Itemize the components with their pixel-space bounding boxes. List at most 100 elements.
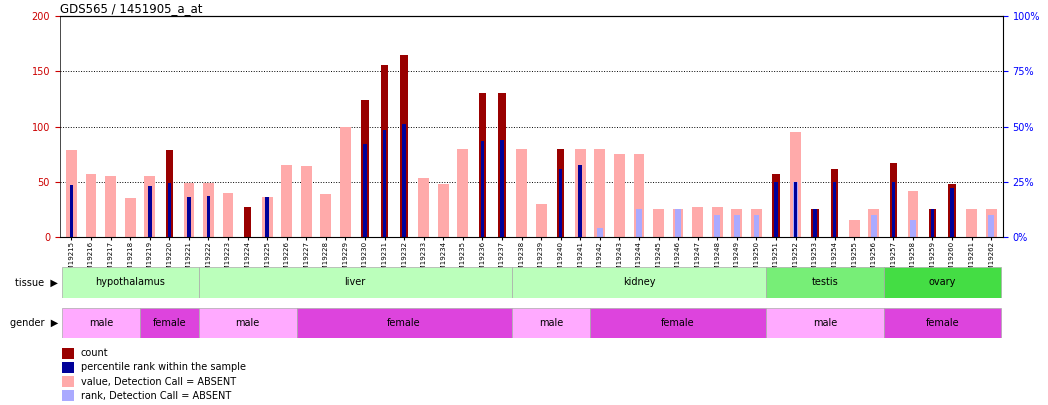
Bar xyxy=(105,176,116,237)
Text: female: female xyxy=(661,318,695,328)
Bar xyxy=(890,163,897,237)
Bar xyxy=(871,215,876,237)
Bar xyxy=(636,209,641,237)
Bar xyxy=(281,165,292,237)
Text: hypothalamus: hypothalamus xyxy=(95,277,166,288)
Bar xyxy=(418,179,429,237)
Bar xyxy=(479,94,486,237)
Bar xyxy=(511,308,590,338)
Bar xyxy=(792,182,799,237)
Bar xyxy=(614,154,625,237)
Text: ovary: ovary xyxy=(929,277,956,288)
Bar xyxy=(811,209,818,237)
Bar xyxy=(766,308,883,338)
Bar xyxy=(812,209,817,237)
Text: count: count xyxy=(81,348,109,358)
Bar xyxy=(910,220,916,237)
Bar xyxy=(168,183,171,237)
Bar xyxy=(715,215,720,237)
Bar xyxy=(458,149,468,237)
Bar xyxy=(86,174,96,237)
Bar xyxy=(594,149,605,237)
Bar xyxy=(869,209,879,237)
Text: percentile rank within the sample: percentile rank within the sample xyxy=(81,362,246,373)
Text: rank, Detection Call = ABSENT: rank, Detection Call = ABSENT xyxy=(81,390,232,401)
Bar xyxy=(849,220,859,237)
Bar xyxy=(590,308,766,338)
Bar xyxy=(62,390,73,401)
Bar xyxy=(693,207,703,237)
Bar xyxy=(70,185,73,237)
Bar xyxy=(340,126,351,237)
Bar xyxy=(262,197,272,237)
Bar xyxy=(383,130,387,237)
Bar xyxy=(188,197,191,237)
Bar xyxy=(321,194,331,237)
Bar xyxy=(575,149,586,237)
Bar xyxy=(908,191,918,237)
Bar xyxy=(986,209,997,237)
Text: female: female xyxy=(153,318,187,328)
Text: male: male xyxy=(539,318,563,328)
Bar xyxy=(536,204,546,237)
Bar xyxy=(203,183,214,237)
Bar xyxy=(222,193,234,237)
Bar xyxy=(481,141,484,237)
Bar xyxy=(62,348,73,358)
Bar xyxy=(653,209,664,237)
Bar xyxy=(766,267,883,298)
Bar xyxy=(301,166,311,237)
Text: male: male xyxy=(813,318,837,328)
Bar xyxy=(140,308,199,338)
Text: value, Detection Call = ABSENT: value, Detection Call = ABSENT xyxy=(81,377,236,386)
Bar xyxy=(988,215,994,237)
Bar xyxy=(166,150,173,237)
Bar xyxy=(148,186,152,237)
Bar xyxy=(556,149,565,237)
Bar xyxy=(772,174,780,237)
Bar xyxy=(199,267,511,298)
Bar xyxy=(62,308,140,338)
Bar xyxy=(634,154,645,237)
Text: female: female xyxy=(925,318,959,328)
Bar xyxy=(793,182,798,237)
Text: male: male xyxy=(89,318,113,328)
Bar xyxy=(673,209,683,237)
Bar xyxy=(62,267,199,298)
Bar xyxy=(125,198,135,237)
Bar xyxy=(813,209,816,237)
Bar xyxy=(511,267,766,298)
Bar xyxy=(597,228,603,237)
Bar xyxy=(500,140,504,237)
Text: testis: testis xyxy=(811,277,838,288)
Text: gender  ▶: gender ▶ xyxy=(9,318,58,328)
Bar xyxy=(517,149,527,237)
Bar xyxy=(364,144,367,237)
Bar xyxy=(265,197,269,237)
Bar xyxy=(833,182,836,237)
Bar xyxy=(883,308,1001,338)
Bar xyxy=(951,188,954,237)
Bar xyxy=(831,168,838,237)
Bar xyxy=(362,100,369,237)
Bar xyxy=(929,209,936,237)
Bar xyxy=(931,209,934,237)
Text: male: male xyxy=(236,318,260,328)
Bar xyxy=(244,207,252,237)
Bar xyxy=(578,165,582,237)
Bar xyxy=(790,132,801,237)
Bar xyxy=(183,183,194,237)
Bar xyxy=(498,94,506,237)
Bar xyxy=(734,215,740,237)
Bar xyxy=(380,65,389,237)
Bar xyxy=(751,209,762,237)
Text: kidney: kidney xyxy=(623,277,655,288)
Bar xyxy=(712,207,723,237)
Bar xyxy=(774,182,778,237)
Bar xyxy=(892,182,895,237)
Bar xyxy=(66,150,77,237)
Bar xyxy=(832,209,837,237)
Bar xyxy=(438,184,449,237)
Bar xyxy=(402,124,406,237)
Bar xyxy=(199,308,297,338)
